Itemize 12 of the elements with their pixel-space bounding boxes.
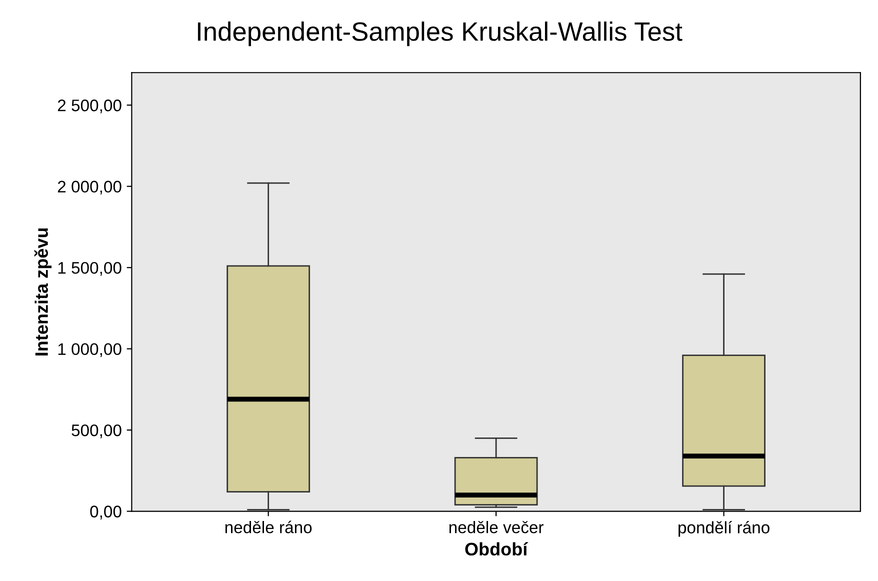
x-tick-label: pondělí ráno xyxy=(678,521,770,537)
y-tick-label: 1 000,00 xyxy=(58,343,122,357)
y-tick-label: 0,00 xyxy=(90,506,122,520)
y-tick-label: 1 500,00 xyxy=(58,262,122,276)
y-tick-label: 2 500,00 xyxy=(58,100,122,114)
y-tick-label: 500,00 xyxy=(72,424,122,438)
y-axis-title: Intenzita zpěvu xyxy=(34,228,52,356)
x-tick-label: neděle večer xyxy=(449,520,544,534)
x-tick-label: neděle ráno xyxy=(225,520,312,534)
y-tick-label: 2 000,00 xyxy=(58,180,122,195)
x-axis-title: Období xyxy=(465,542,528,556)
chart-title: Independent-Samples Kruskal-Wallis Test xyxy=(198,22,682,46)
